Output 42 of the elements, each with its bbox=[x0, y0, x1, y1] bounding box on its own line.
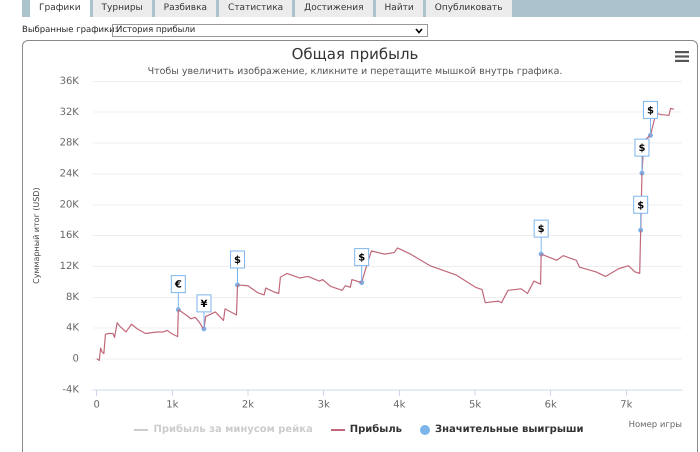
y-tick-label: 0 bbox=[72, 354, 79, 365]
text: Выбранные графики: bbox=[22, 25, 118, 35]
chart-subtitle: Чтобы увеличить изображение, кликните и перетащите мышкой внутрь графика. bbox=[148, 66, 562, 78]
x-tick-label: 5k bbox=[468, 399, 482, 410]
text: Достижения bbox=[295, 0, 373, 17]
y-tick-label: 16K bbox=[60, 230, 80, 242]
text: История прибыли bbox=[116, 25, 196, 35]
y-tick-label: -4K bbox=[62, 384, 80, 396]
x-tick-label: 2k bbox=[242, 399, 254, 410]
y-tick-label: 28K bbox=[60, 138, 80, 149]
legend-label: Прибыль bbox=[350, 424, 402, 435]
y-axis-title: Суммарный итог (USD) bbox=[32, 187, 41, 284]
text: Разбивка bbox=[154, 0, 216, 17]
chart-title: Общая прибыль bbox=[292, 44, 418, 63]
text: Турниры bbox=[92, 0, 152, 17]
x-tick-label: 4k bbox=[393, 399, 406, 410]
text: Графики bbox=[30, 0, 90, 17]
data-label: $ bbox=[637, 200, 644, 212]
text: Статистика bbox=[219, 0, 292, 17]
x-tick-label: 3k bbox=[318, 399, 330, 410]
y-tick-label: 4K bbox=[66, 322, 80, 334]
data-label: $ bbox=[646, 105, 654, 116]
text: Опубликовать bbox=[426, 0, 512, 17]
y-tick-label: 32K bbox=[60, 106, 80, 118]
x-tick-label: 6k bbox=[544, 399, 557, 410]
x-tick-label: 0 bbox=[93, 399, 100, 410]
y-tick-label: 12K bbox=[60, 261, 80, 272]
legend-label: Значительные выигрыши bbox=[434, 424, 584, 435]
data-label: $ bbox=[638, 143, 646, 154]
x-tick-label: 7k bbox=[620, 399, 633, 410]
data-label: € bbox=[174, 280, 182, 291]
data-label: $ bbox=[358, 252, 366, 264]
x-tick-label: 1k bbox=[166, 399, 179, 410]
y-tick-label: 20K bbox=[60, 199, 80, 210]
data-label: ¥ bbox=[200, 298, 208, 310]
text: Найти bbox=[376, 0, 423, 17]
data-label: $ bbox=[234, 255, 242, 266]
y-tick-label: 8K bbox=[66, 292, 80, 303]
y-tick-label: 36K bbox=[60, 76, 80, 87]
y-tick-label: 24K bbox=[60, 168, 80, 180]
data-label: $ bbox=[538, 224, 545, 236]
x-axis-title: Номер игры bbox=[628, 420, 682, 430]
